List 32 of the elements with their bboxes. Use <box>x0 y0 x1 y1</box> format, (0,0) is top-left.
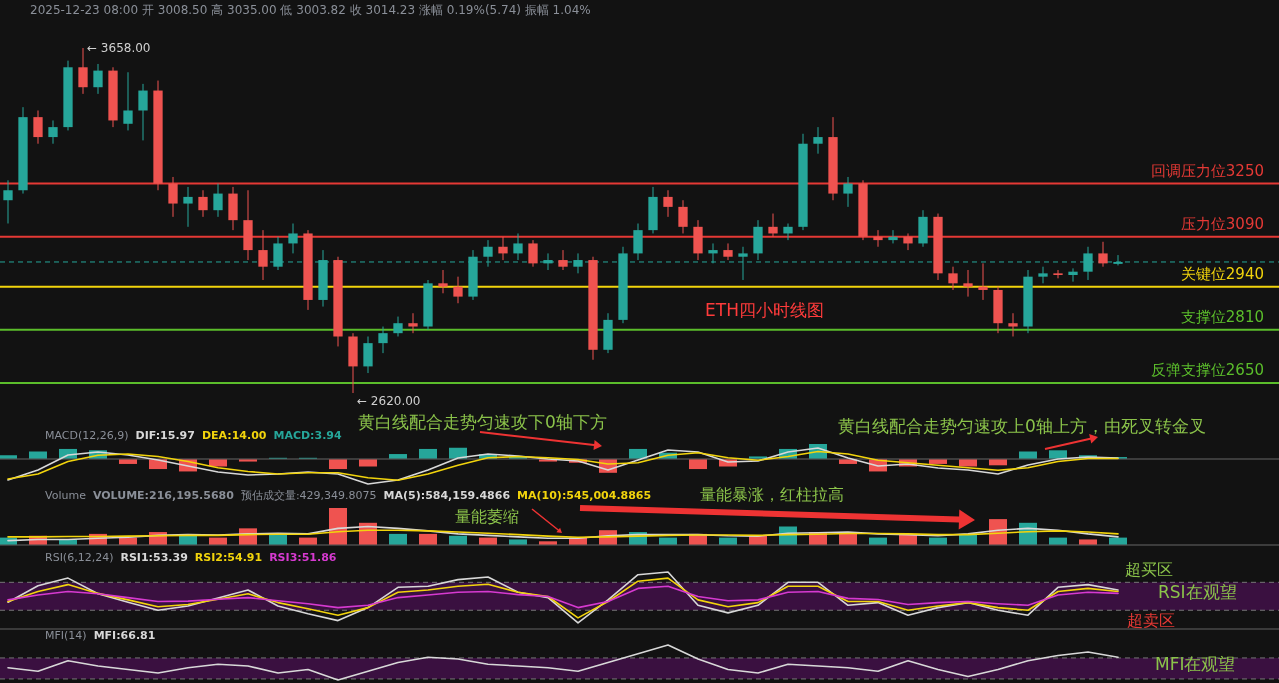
annotation: ETH四小时线图 <box>705 300 824 320</box>
chart-title: RSI(6,12,24) <box>45 551 114 564</box>
chart-title: MFI(14) <box>45 629 87 642</box>
annotation: 量能萎缩 <box>455 507 519 526</box>
chart-title: MACD(12,26,9) <box>45 429 129 442</box>
text: RSI在观望 <box>1158 582 1237 602</box>
text: 黄白线配合走势匀速攻上0轴上方，由死叉转金叉 <box>838 416 1206 436</box>
ref-line-label: 支撑位2810 <box>1180 307 1264 326</box>
text: MA(5):584,159.4866 <box>383 489 511 502</box>
chart-title: Volume <box>45 489 87 502</box>
annotation: 超买区 <box>1125 560 1173 579</box>
text: 2025-12-23 08:00 开 3008.50 高 3035.00 低 3003.82 收 3014.23 涨幅 0.19%(5.74) 振幅 1.04% <box>30 3 591 17</box>
ref-line-label: 压力位3090 <box>1180 214 1264 233</box>
text: MFI:66.81 <box>93 629 156 642</box>
ref-line-label: 反弹支撑位2650 <box>1150 361 1264 380</box>
text: ← 2620.00 <box>357 394 421 408</box>
text: VOLUME:216,195.5680 <box>92 489 235 502</box>
series-label: MACD:3.94 <box>273 429 342 442</box>
ref-line-label: 关键位2940 <box>1180 264 1264 283</box>
ref-line-label: 回调压力位3250 <box>1150 161 1264 180</box>
annotation: 超卖区 <box>1127 611 1175 630</box>
series-label: DEA:14.00 <box>201 429 267 442</box>
text: RSI3:51.86 <box>269 551 337 564</box>
text: 量能暴涨，红柱拉高 <box>700 485 844 504</box>
text: 黄白线配合走势匀速攻下0轴下方 <box>358 412 607 432</box>
text: 预估成交量:429,349.8075 <box>240 489 377 502</box>
annotation: ← 3658.00 <box>87 41 151 55</box>
text: MFI在观望 <box>1155 654 1236 674</box>
text: RSI2:54.91 <box>194 551 263 564</box>
series-label: DIF:15.97 <box>135 429 195 442</box>
text: RSI1:53.39 <box>120 551 188 564</box>
text: MA(10):545,004.8865 <box>517 489 652 502</box>
